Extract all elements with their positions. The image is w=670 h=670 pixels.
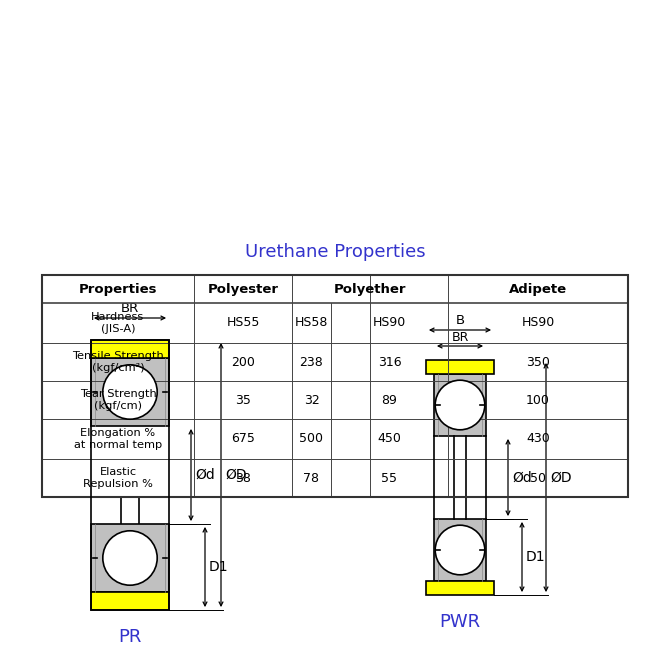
Text: Elastic
Repulsion %: Elastic Repulsion %: [83, 467, 153, 489]
Text: ØD: ØD: [225, 468, 247, 482]
Text: 238: 238: [299, 356, 324, 369]
Text: ØD: ØD: [550, 470, 572, 484]
Bar: [370, 275, 448, 303]
Text: BR: BR: [452, 331, 469, 344]
Text: 50: 50: [530, 472, 546, 484]
Text: HS58: HS58: [295, 316, 328, 330]
Bar: [292, 381, 370, 419]
Bar: [434, 519, 486, 581]
Bar: [194, 275, 292, 303]
Bar: [194, 419, 292, 459]
Bar: [370, 419, 448, 459]
Text: Adipete: Adipete: [509, 283, 567, 295]
Text: 32: 32: [304, 393, 320, 407]
Text: Urethane Properties: Urethane Properties: [245, 243, 425, 261]
Bar: [426, 581, 494, 595]
Text: Ød: Ød: [512, 470, 532, 484]
Circle shape: [436, 380, 485, 429]
Text: D1: D1: [209, 560, 228, 574]
Text: 316: 316: [378, 356, 401, 369]
Bar: [370, 303, 448, 343]
Bar: [42, 381, 194, 419]
Bar: [42, 303, 194, 343]
Text: 430: 430: [526, 433, 550, 446]
Bar: [194, 343, 292, 381]
Text: 38: 38: [235, 472, 251, 484]
Text: 89: 89: [381, 393, 397, 407]
Bar: [292, 275, 370, 303]
Text: PR: PR: [119, 628, 141, 646]
Bar: [448, 275, 628, 303]
Text: D1: D1: [526, 550, 545, 564]
Bar: [42, 419, 194, 459]
Bar: [448, 303, 628, 343]
Bar: [42, 459, 194, 497]
Text: Properties: Properties: [79, 283, 157, 295]
Bar: [42, 275, 628, 497]
Text: 675: 675: [231, 433, 255, 446]
Bar: [448, 343, 628, 381]
Text: BR: BR: [121, 302, 139, 315]
Text: 450: 450: [378, 433, 401, 446]
Bar: [42, 343, 194, 381]
Text: Polyether: Polyether: [334, 283, 406, 295]
Bar: [434, 374, 486, 436]
Bar: [91, 592, 169, 610]
Text: Hardness
(JIS-A): Hardness (JIS-A): [91, 312, 145, 334]
Text: 100: 100: [526, 393, 550, 407]
Text: 350: 350: [526, 356, 550, 369]
Text: Tensile Strength
(kgf/cm²): Tensile Strength (kgf/cm²): [72, 351, 164, 373]
Text: Polyester: Polyester: [208, 283, 279, 295]
Text: HS90: HS90: [521, 316, 555, 330]
Bar: [448, 381, 628, 419]
Circle shape: [436, 525, 485, 575]
Circle shape: [103, 364, 157, 419]
Bar: [292, 459, 370, 497]
Text: 35: 35: [235, 393, 251, 407]
Text: 78: 78: [304, 472, 320, 484]
Bar: [91, 358, 169, 426]
Text: 500: 500: [299, 433, 324, 446]
Text: Ød: Ød: [195, 468, 215, 482]
Bar: [194, 381, 292, 419]
Bar: [91, 340, 169, 610]
Bar: [370, 459, 448, 497]
Text: HS55: HS55: [226, 316, 260, 330]
Text: B: B: [456, 314, 464, 327]
Text: 55: 55: [381, 472, 397, 484]
Text: Elongation %
at normal temp: Elongation % at normal temp: [74, 428, 162, 450]
Bar: [426, 360, 494, 374]
Bar: [194, 459, 292, 497]
Bar: [91, 340, 169, 358]
Bar: [91, 524, 169, 592]
Bar: [370, 381, 448, 419]
Text: HS90: HS90: [373, 316, 406, 330]
Circle shape: [103, 531, 157, 585]
Bar: [448, 459, 628, 497]
Bar: [292, 419, 370, 459]
Text: Tear Strength
(kgf/cm): Tear Strength (kgf/cm): [80, 389, 156, 411]
Text: PWR: PWR: [440, 613, 480, 631]
Bar: [370, 343, 448, 381]
Bar: [292, 343, 370, 381]
Text: 200: 200: [231, 356, 255, 369]
Bar: [292, 303, 370, 343]
Bar: [42, 275, 194, 303]
Bar: [448, 419, 628, 459]
Bar: [194, 303, 292, 343]
